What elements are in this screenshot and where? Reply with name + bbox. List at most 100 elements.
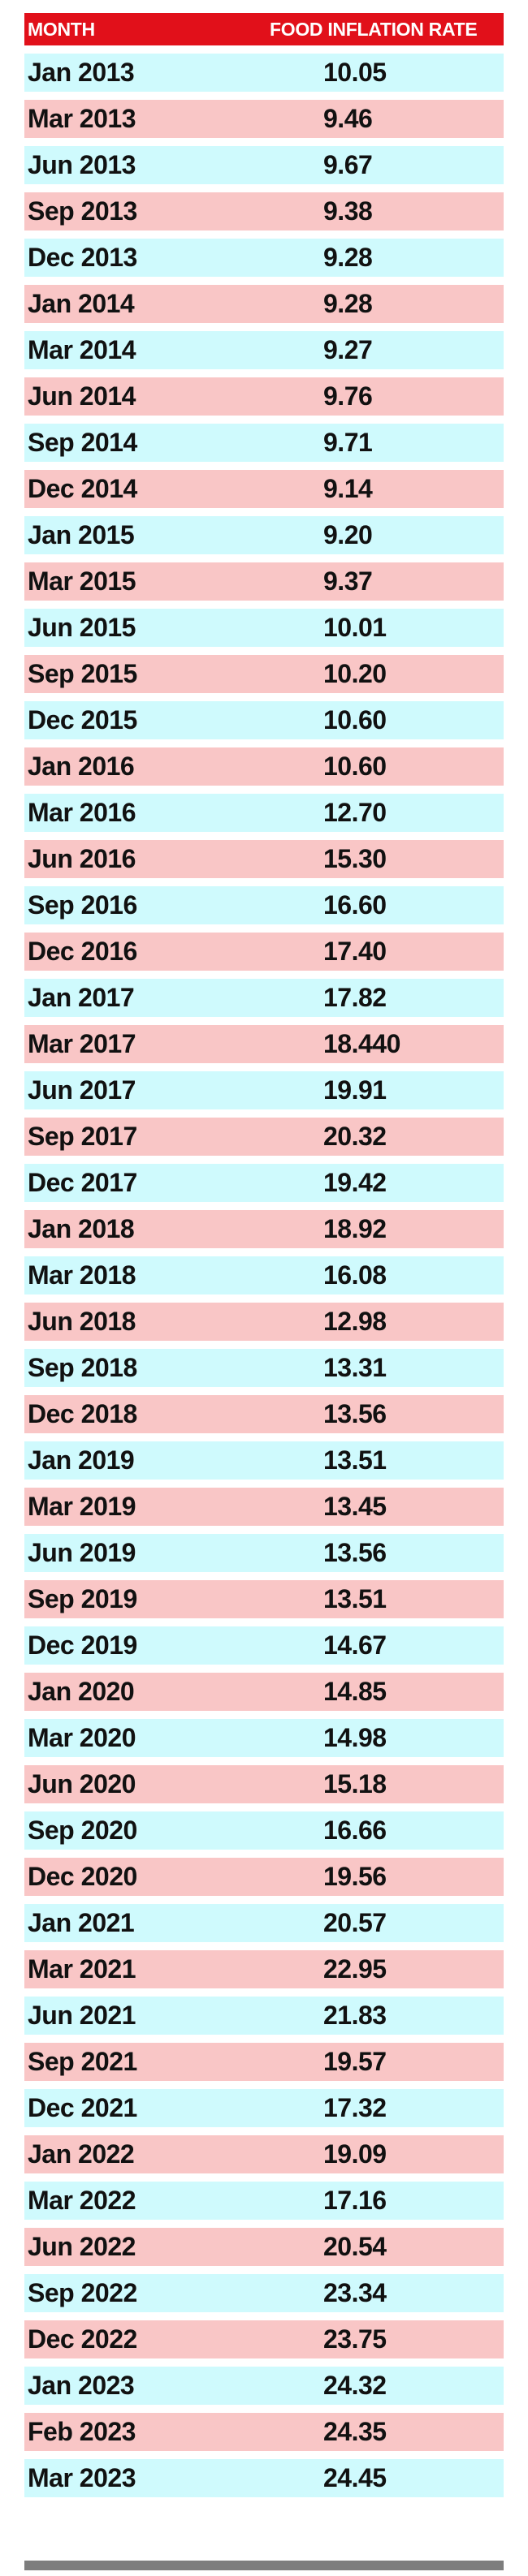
month-cell: Mar 2015 xyxy=(28,566,136,596)
rate-cell: 19.09 xyxy=(323,2139,387,2169)
table-row: Dec 2016 17.40 xyxy=(24,933,504,971)
month-cell: Dec 2013 xyxy=(28,243,137,272)
rate-cell: 10.01 xyxy=(323,613,387,642)
rate-cell: 20.57 xyxy=(323,1908,387,1937)
table-row: Jan 2022 19.09 xyxy=(24,2135,504,2173)
month-cell: Sep 2020 xyxy=(28,1816,137,1845)
month-cell: Jun 2022 xyxy=(28,2232,136,2261)
month-column-header: MONTH xyxy=(28,19,95,40)
month-cell: Mar 2018 xyxy=(28,1260,136,1290)
month-cell: Dec 2016 xyxy=(28,937,137,966)
month-cell: Feb 2023 xyxy=(28,2417,136,2446)
month-cell: Mar 2022 xyxy=(28,2186,136,2215)
rate-cell: 19.57 xyxy=(323,2047,387,2076)
rate-cell: 15.18 xyxy=(323,1769,387,1798)
rate-cell: 9.67 xyxy=(323,150,373,179)
rate-cell: 17.32 xyxy=(323,2093,387,2122)
table-row: Mar 2016 12.70 xyxy=(24,794,504,832)
month-cell: Sep 2018 xyxy=(28,1353,137,1382)
month-cell: Dec 2014 xyxy=(28,474,137,503)
month-cell: Sep 2019 xyxy=(28,1584,137,1613)
table-row: Mar 2018 16.08 xyxy=(24,1256,504,1294)
rate-cell: 9.76 xyxy=(323,381,373,411)
table-row: Jun 2013 9.67 xyxy=(24,146,504,184)
month-cell: Mar 2017 xyxy=(28,1029,136,1058)
rate-cell: 23.75 xyxy=(323,2324,387,2354)
month-cell: Sep 2013 xyxy=(28,196,137,226)
rate-cell: 17.82 xyxy=(323,983,387,1012)
table-row: Jun 2021 21.83 xyxy=(24,1997,504,2035)
rate-cell: 13.51 xyxy=(323,1445,387,1475)
table-row: Sep 2020 16.66 xyxy=(24,1811,504,1850)
month-cell: Jun 2013 xyxy=(28,150,136,179)
month-cell: Jun 2019 xyxy=(28,1538,136,1567)
table-row: Jun 2016 15.30 xyxy=(24,840,504,878)
table-row: Mar 2020 14.98 xyxy=(24,1719,504,1757)
inflation-table: MONTH FOOD INFLATION RATE Jan 2013 10.05 M… xyxy=(24,13,504,2497)
table-row: Mar 2017 18.440 xyxy=(24,1025,504,1063)
month-cell: Jan 2020 xyxy=(28,1677,135,1706)
month-cell: Dec 2018 xyxy=(28,1399,137,1428)
rate-cell: 12.98 xyxy=(323,1307,387,1336)
rate-cell: 9.27 xyxy=(323,335,373,364)
table-row: Mar 2019 13.45 xyxy=(24,1488,504,1526)
rate-cell: 17.16 xyxy=(323,2186,387,2215)
table-row: Jan 2017 17.82 xyxy=(24,979,504,1017)
rate-cell: 9.14 xyxy=(323,474,373,503)
month-cell: Dec 2017 xyxy=(28,1168,137,1197)
table-row: Sep 2019 13.51 xyxy=(24,1580,504,1618)
table-row: Sep 2014 9.71 xyxy=(24,424,504,462)
month-cell: Mar 2020 xyxy=(28,1723,136,1752)
month-cell: Jan 2015 xyxy=(28,520,135,549)
rate-cell: 16.08 xyxy=(323,1260,387,1290)
rate-cell: 13.56 xyxy=(323,1399,387,1428)
rate-cell: 13.31 xyxy=(323,1353,387,1382)
month-cell: Jan 2013 xyxy=(28,58,135,87)
table-row: Dec 2013 9.28 xyxy=(24,239,504,277)
table-row: Sep 2018 13.31 xyxy=(24,1349,504,1387)
table-row: Sep 2015 10.20 xyxy=(24,655,504,693)
rate-cell: 18.92 xyxy=(323,1214,387,1243)
month-cell: Dec 2015 xyxy=(28,705,137,734)
rate-cell: 9.46 xyxy=(323,104,373,133)
rate-cell: 24.45 xyxy=(323,2463,387,2492)
month-cell: Jan 2019 xyxy=(28,1445,135,1475)
month-cell: Jun 2018 xyxy=(28,1307,136,1336)
month-cell: Sep 2014 xyxy=(28,428,137,457)
table-row: Sep 2013 9.38 xyxy=(24,192,504,230)
table-row: Dec 2022 23.75 xyxy=(24,2320,504,2358)
table-row: Jun 2018 12.98 xyxy=(24,1303,504,1341)
rate-cell: 15.30 xyxy=(323,844,387,873)
rate-cell: 10.20 xyxy=(323,659,387,688)
table-row: Dec 2014 9.14 xyxy=(24,470,504,508)
table-row: Jan 2018 18.92 xyxy=(24,1210,504,1248)
rate-cell: 24.35 xyxy=(323,2417,387,2446)
rate-cell: 13.56 xyxy=(323,1538,387,1567)
rate-cell: 16.66 xyxy=(323,1816,387,1845)
table-row: Jun 2022 20.54 xyxy=(24,2228,504,2266)
rate-cell: 14.67 xyxy=(323,1630,387,1660)
table-row: Sep 2016 16.60 xyxy=(24,886,504,924)
month-cell: Jun 2014 xyxy=(28,381,136,411)
table-row: Dec 2021 17.32 xyxy=(24,2089,504,2127)
month-cell: Jan 2018 xyxy=(28,1214,135,1243)
table-row: Jun 2019 13.56 xyxy=(24,1534,504,1572)
table-row: Dec 2020 19.56 xyxy=(24,1858,504,1896)
month-cell: Sep 2017 xyxy=(28,1122,137,1151)
month-cell: Mar 2016 xyxy=(28,798,136,827)
table-row: Jan 2023 24.32 xyxy=(24,2367,504,2405)
rate-cell: 24.32 xyxy=(323,2371,387,2400)
table-row: Jan 2014 9.28 xyxy=(24,285,504,323)
rate-cell: 9.71 xyxy=(323,428,373,457)
table-row: Jan 2016 10.60 xyxy=(24,747,504,786)
table-row: Dec 2017 19.42 xyxy=(24,1164,504,1202)
table-row: Mar 2015 9.37 xyxy=(24,562,504,601)
table-row: Feb 2023 24.35 xyxy=(24,2413,504,2451)
month-cell: Mar 2013 xyxy=(28,104,136,133)
rate-cell: 16.60 xyxy=(323,890,387,920)
rate-cell: 9.28 xyxy=(323,243,373,272)
rate-cell: 22.95 xyxy=(323,1954,387,1984)
table-row: Jan 2019 13.51 xyxy=(24,1441,504,1480)
month-cell: Mar 2021 xyxy=(28,1954,136,1984)
rate-cell: 19.56 xyxy=(323,1862,387,1891)
